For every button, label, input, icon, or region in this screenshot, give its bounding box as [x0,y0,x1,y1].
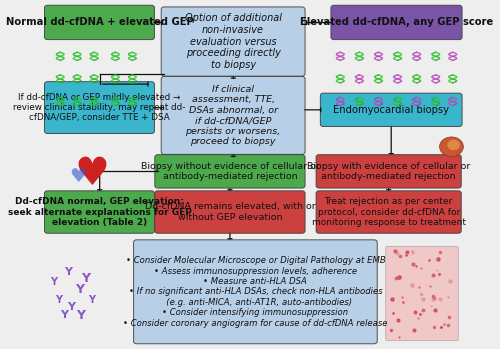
FancyBboxPatch shape [44,5,154,40]
FancyBboxPatch shape [155,155,305,188]
FancyBboxPatch shape [331,5,462,40]
Text: Treat rejection as per center
protocol, consider dd-cfDNA for
monitoring respons: Treat rejection as per center protocol, … [312,197,466,227]
Text: Elevated dd-cfDNA, any GEP score: Elevated dd-cfDNA, any GEP score [300,17,493,28]
FancyBboxPatch shape [161,7,305,76]
Text: Y: Y [76,309,85,322]
Circle shape [440,137,464,156]
Text: • Consider Molecular Microscope or Digital Pathology at EMB
• Assess immunosuppr: • Consider Molecular Microscope or Digit… [123,256,388,327]
Circle shape [447,140,460,150]
Text: ♥: ♥ [74,156,110,193]
FancyBboxPatch shape [386,246,458,341]
FancyBboxPatch shape [44,82,154,133]
Text: Dd-cfDNA normal, GEP elevation:
seek alternate explanations for GEP
elevation (T: Dd-cfDNA normal, GEP elevation: seek alt… [8,197,192,227]
Text: ♥: ♥ [70,167,87,186]
FancyBboxPatch shape [155,191,305,233]
Text: Y: Y [60,310,68,320]
FancyBboxPatch shape [44,191,154,233]
Text: Biopsy with evidence of cellular or
antibody-mediated rejection: Biopsy with evidence of cellular or anti… [307,162,470,181]
Text: Endomyocardial biopsy: Endomyocardial biopsy [333,105,449,115]
Text: Dd-cfDNA remains elevated, with or
without GEP elevation: Dd-cfDNA remains elevated, with or witho… [144,202,316,222]
Text: Y: Y [81,272,90,285]
FancyBboxPatch shape [161,76,305,154]
Text: Y: Y [88,295,96,305]
Text: If dd-cfDNA or GEP mildly elevated →
review clinical stability, may repeat dd-
c: If dd-cfDNA or GEP mildly elevated → rev… [14,93,186,122]
Text: Normal dd-cfDNA + elevated GEP: Normal dd-cfDNA + elevated GEP [6,17,194,28]
Text: Y: Y [54,295,62,305]
Text: Y: Y [64,267,72,277]
Text: Biopsy without evidence of cellular or
antibody-mediated rejection: Biopsy without evidence of cellular or a… [140,162,320,181]
FancyBboxPatch shape [320,93,462,127]
Text: Option of additional
non-invasive
evaluation versus
proceeding directly
to biops: Option of additional non-invasive evalua… [184,13,282,70]
FancyBboxPatch shape [134,240,377,344]
FancyBboxPatch shape [316,155,461,188]
Text: Y: Y [75,283,84,296]
Text: If clinical
assessment, TTE,
DSAs abnormal, or
if dd-cfDNA/GEP
persists or worse: If clinical assessment, TTE, DSAs abnorm… [186,85,281,146]
Text: Y: Y [50,277,58,287]
Text: Y: Y [67,302,75,312]
FancyBboxPatch shape [316,191,461,233]
